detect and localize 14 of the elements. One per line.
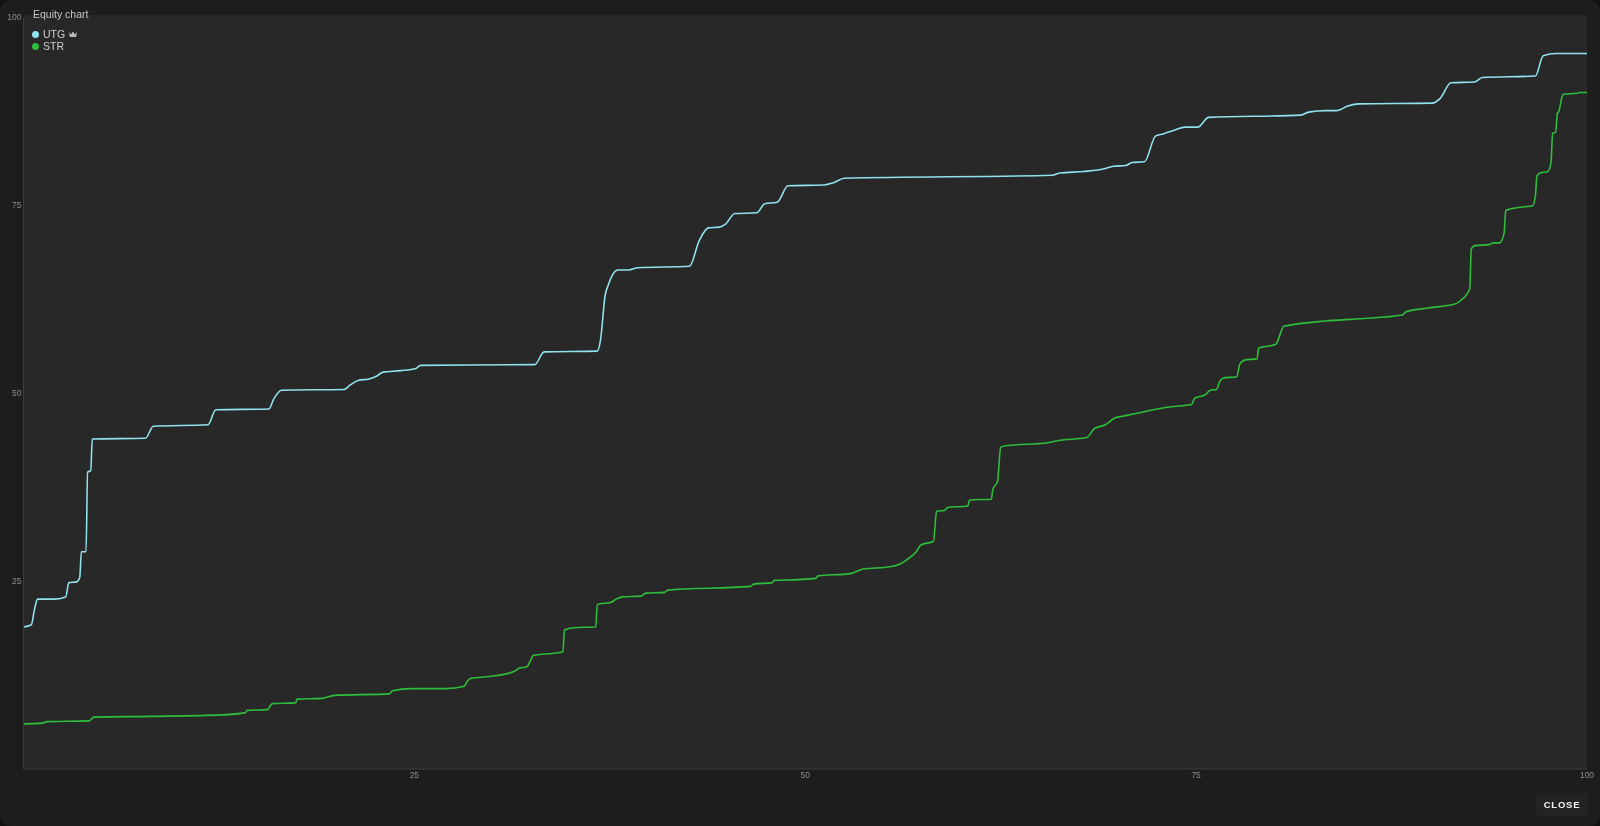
line-series [23, 91, 1587, 725]
y-tick-label: 100 [7, 12, 22, 23]
x-tick-label: 75 [1191, 770, 1202, 781]
x-tick-label: 100 [1579, 770, 1595, 781]
y-tick-label: 75 [12, 200, 22, 211]
button: CLOSE [1536, 793, 1588, 816]
line-series [23, 52, 1587, 628]
legend-label: STR [43, 40, 64, 52]
chart-title: Equity chart [33, 8, 89, 20]
y-tick-label: 50 [12, 388, 22, 399]
legend-label: UTG [43, 28, 66, 40]
x-tick-label: 25 [409, 770, 420, 781]
x-tick-label: 50 [800, 770, 811, 781]
y-tick-label: 25 [12, 576, 22, 587]
